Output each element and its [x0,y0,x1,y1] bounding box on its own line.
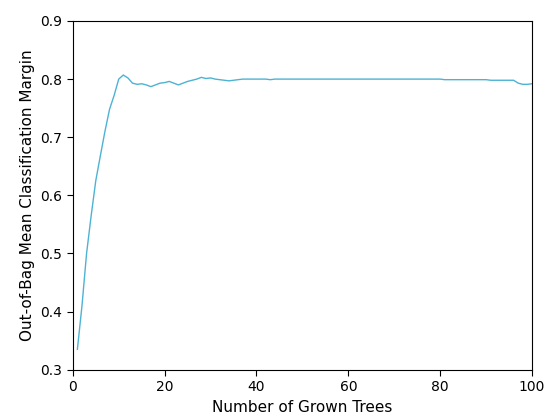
Y-axis label: Out-of-Bag Mean Classification Margin: Out-of-Bag Mean Classification Margin [20,50,35,341]
X-axis label: Number of Grown Trees: Number of Grown Trees [212,399,393,415]
